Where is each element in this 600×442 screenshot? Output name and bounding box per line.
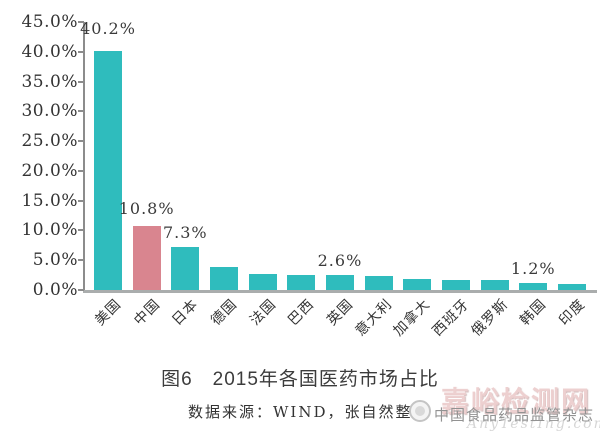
y-axis-tick-mark [78, 169, 84, 172]
data-source-note: 数据来源：WIND，张自然整理 [188, 403, 430, 421]
chart-bar-英国 [325, 274, 354, 290]
bar-value-label: 10.8% [118, 198, 175, 218]
y-axis-tick-mark [78, 21, 84, 23]
chart-bar-印度 [557, 284, 586, 290]
y-axis-tick-mark [78, 50, 84, 53]
chart-bar-日本 [171, 246, 200, 290]
y-axis-tick-mark [78, 289, 84, 291]
y-axis-tick-label: 20.0% [21, 160, 78, 181]
bar-value-label: 1.2% [510, 258, 556, 278]
y-axis-tick-label: 10.0% [21, 220, 78, 241]
y-axis-tick-label: 30.0% [21, 101, 78, 122]
chart-bar-中国 [132, 225, 161, 290]
magazine-watermark: 中国食品药品监管杂志 [434, 407, 595, 424]
y-axis-tick-mark [78, 199, 84, 202]
y-axis-tick-label: 45.0% [21, 12, 78, 32]
y-axis-tick-mark [78, 229, 84, 232]
y-axis-tick-label: 40.0% [21, 41, 78, 62]
y-axis-tick-mark [78, 259, 84, 262]
y-axis-tick-label: 35.0% [21, 71, 78, 92]
bar-value-label: 7.3% [162, 222, 208, 242]
y-axis-tick-label: 15.0% [21, 190, 78, 211]
chart-bar-加拿大 [403, 278, 432, 290]
chart-bar-德国 [209, 267, 238, 290]
y-axis-line [83, 22, 85, 291]
y-axis-tick-mark [78, 80, 84, 83]
chart-bar-韩国 [519, 282, 548, 290]
chart-bar-俄罗斯 [480, 280, 509, 290]
chart-bar-意大利 [364, 276, 393, 290]
y-axis-tick-label: 0.0% [32, 280, 78, 300]
y-axis-tick-mark [78, 110, 84, 113]
chart-title: 图6 2015年各国医药市场占比 [161, 369, 439, 390]
y-axis-tick-mark [78, 140, 84, 143]
x-axis-baseline [83, 290, 597, 293]
chart-bar-美国 [94, 50, 122, 290]
bar-value-label: 2.6% [317, 250, 363, 270]
y-axis-tick-label: 25.0% [21, 131, 78, 152]
chart-bar-西班牙 [441, 279, 470, 290]
bar-chart-plot: 45.0% 40.0% 35.0% 30.0% 25.0% 20.0% 15.0% 10.0%… [21, 12, 597, 339]
chart-bar-法国 [248, 273, 277, 290]
magazine-logo-icon [409, 400, 431, 422]
watermark-domain: AnyTestIng.com [467, 416, 600, 432]
watermark-site-name: 嘉峪检测网 [441, 386, 592, 417]
y-axis-tick-label: 5.0% [32, 250, 78, 271]
chart-bar-巴西 [287, 275, 316, 290]
bar-value-label: 40.2% [80, 18, 136, 38]
